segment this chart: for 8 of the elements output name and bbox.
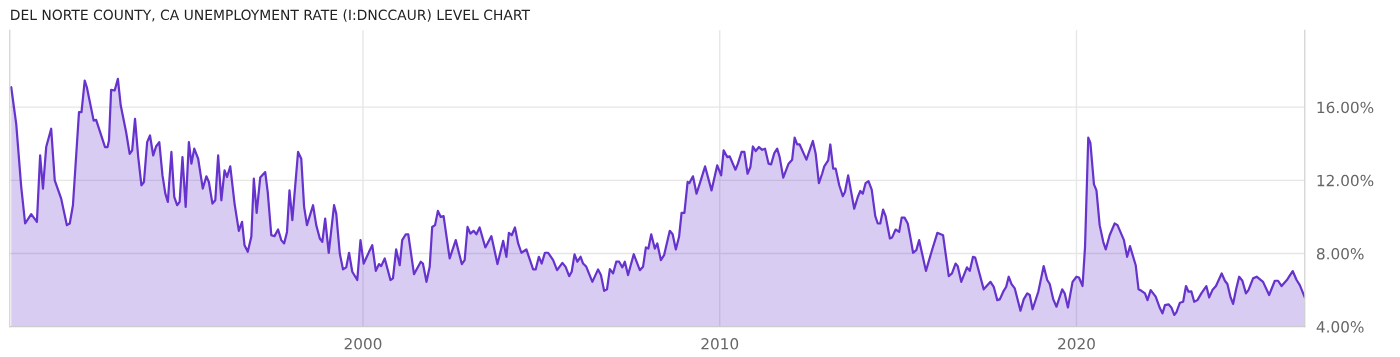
y-tick-label: 12.00% [1317,174,1374,187]
y-tick-label: 4.00% [1316,321,1364,333]
y-tick-label: 16.00% [1317,101,1374,114]
y-tick-label: 8.00% [1316,247,1364,260]
x-tick-label: 2020 [1058,338,1095,350]
chart-title: DEL NORTE COUNTY, CA UNEMPLOYMENT RATE (I:DNCCAUR) LEVEL CHART [11,9,531,22]
x-tick-label: 2010 [701,338,739,350]
x-tick-label: 2000 [344,338,382,350]
